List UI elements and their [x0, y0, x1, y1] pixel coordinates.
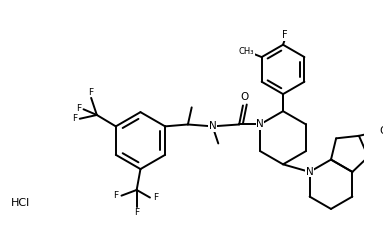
Text: O: O: [380, 126, 383, 136]
Text: HCl: HCl: [11, 198, 31, 208]
Text: F: F: [76, 104, 81, 113]
Text: N: N: [209, 121, 216, 131]
Text: CH₃: CH₃: [239, 47, 254, 56]
Text: F: F: [153, 193, 158, 202]
Text: N: N: [256, 120, 264, 129]
Text: N: N: [256, 120, 264, 129]
Text: N: N: [306, 167, 314, 177]
Text: F: F: [134, 208, 139, 217]
Text: F: F: [88, 88, 94, 97]
Text: N: N: [306, 167, 314, 177]
Text: F: F: [113, 191, 118, 200]
Text: F: F: [282, 30, 288, 40]
Text: F: F: [72, 114, 78, 123]
Text: O: O: [241, 92, 249, 102]
